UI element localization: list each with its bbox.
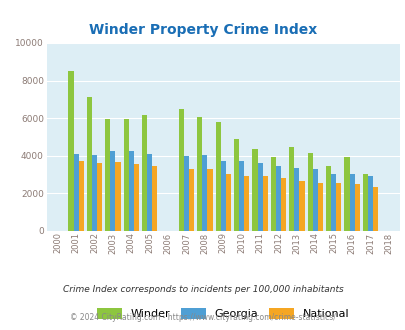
Bar [97, 163, 102, 231]
Bar [349, 174, 354, 231]
Bar [207, 169, 212, 231]
Bar [87, 96, 92, 231]
Bar [189, 169, 194, 231]
Bar [197, 117, 202, 231]
Bar [367, 177, 372, 231]
Bar [123, 119, 128, 231]
Bar [362, 174, 367, 231]
Bar [294, 168, 299, 231]
Legend: Winder, Georgia, National: Winder, Georgia, National [97, 308, 349, 319]
Bar [275, 166, 280, 231]
Bar [220, 161, 225, 231]
Bar [92, 155, 97, 231]
Bar [147, 154, 152, 231]
Bar [299, 181, 304, 231]
Bar [270, 157, 275, 231]
Bar [288, 147, 294, 231]
Bar [110, 151, 115, 231]
Bar [372, 187, 377, 231]
Bar [178, 109, 183, 231]
Bar [239, 161, 244, 231]
Bar [312, 169, 317, 231]
Bar [330, 174, 335, 231]
Text: © 2024 CityRating.com - https://www.cityrating.com/crime-statistics/: © 2024 CityRating.com - https://www.city… [70, 313, 335, 322]
Bar [343, 157, 349, 231]
Bar [280, 178, 286, 231]
Bar [105, 119, 110, 231]
Bar [202, 155, 207, 231]
Bar [142, 115, 147, 231]
Bar [335, 183, 341, 231]
Bar [307, 153, 312, 231]
Bar [225, 174, 230, 231]
Bar [354, 184, 359, 231]
Bar [257, 163, 262, 231]
Bar [68, 71, 73, 231]
Text: Crime Index corresponds to incidents per 100,000 inhabitants: Crime Index corresponds to incidents per… [62, 285, 343, 294]
Bar [233, 139, 239, 231]
Bar [317, 183, 322, 231]
Bar [215, 122, 220, 231]
Text: Winder Property Crime Index: Winder Property Crime Index [89, 23, 316, 37]
Bar [115, 162, 120, 231]
Bar [183, 156, 189, 231]
Bar [325, 166, 330, 231]
Bar [152, 166, 157, 231]
Bar [252, 149, 257, 231]
Bar [244, 176, 249, 231]
Bar [128, 151, 134, 231]
Bar [262, 177, 267, 231]
Bar [134, 164, 139, 231]
Bar [73, 154, 79, 231]
Bar [79, 161, 84, 231]
